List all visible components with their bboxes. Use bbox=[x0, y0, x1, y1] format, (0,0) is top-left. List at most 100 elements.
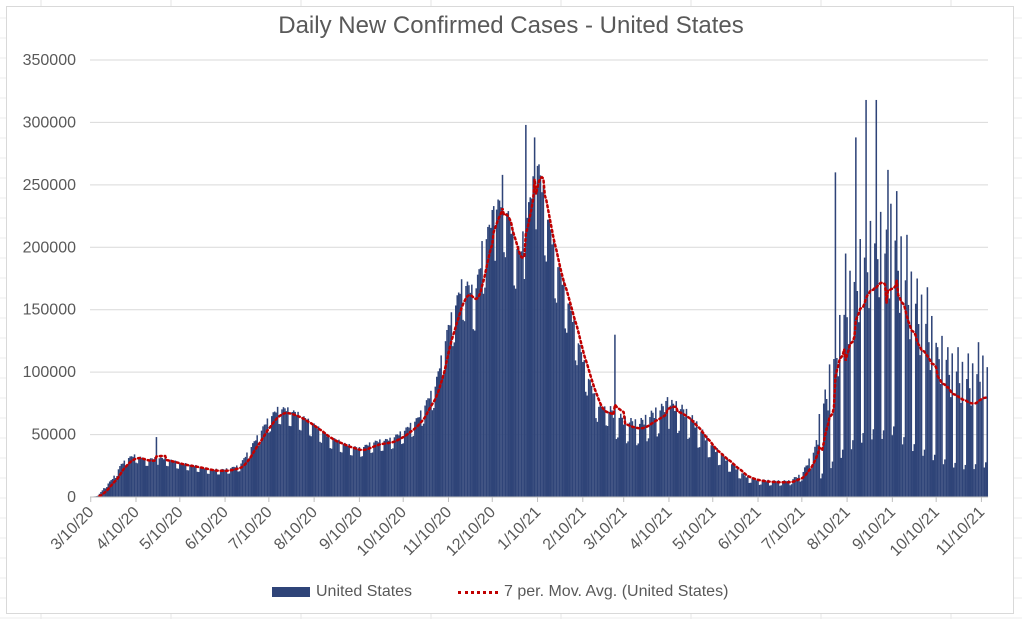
bar-daily-cases bbox=[168, 460, 171, 497]
bar-daily-cases bbox=[782, 481, 784, 497]
bar-daily-cases bbox=[885, 229, 888, 497]
bar-daily-cases bbox=[503, 252, 505, 497]
bar-daily-cases bbox=[417, 417, 419, 497]
bar-daily-cases bbox=[674, 411, 676, 497]
bar-daily-cases bbox=[430, 390, 432, 497]
bar-daily-cases bbox=[580, 352, 583, 497]
bar-daily-cases bbox=[754, 478, 756, 497]
bar-daily-cases bbox=[694, 427, 696, 497]
bar-daily-cases bbox=[295, 415, 298, 497]
bar-daily-cases bbox=[903, 437, 905, 497]
bar-daily-cases bbox=[393, 437, 396, 497]
bar-daily-cases bbox=[374, 440, 377, 497]
bar-daily-cases bbox=[196, 471, 199, 497]
bar-daily-cases bbox=[660, 403, 663, 497]
bar-daily-cases bbox=[116, 476, 118, 497]
bar-daily-cases bbox=[652, 412, 654, 497]
bar-daily-cases bbox=[679, 409, 682, 497]
bar-daily-cases bbox=[282, 407, 285, 497]
bar-daily-cases bbox=[700, 431, 702, 497]
bar-daily-cases bbox=[910, 271, 913, 497]
bar-daily-cases bbox=[519, 252, 521, 497]
bar-daily-cases bbox=[786, 482, 788, 497]
y-tick-label: 0 bbox=[67, 489, 76, 506]
bar-daily-cases bbox=[874, 243, 876, 497]
bar-daily-cases bbox=[460, 279, 463, 497]
bar-daily-cases bbox=[738, 478, 740, 497]
bar-daily-cases bbox=[827, 410, 829, 497]
bar-daily-cases bbox=[563, 279, 565, 497]
bar-daily-cases bbox=[624, 416, 626, 497]
bar-daily-cases bbox=[701, 429, 704, 497]
bar-daily-cases bbox=[878, 297, 880, 497]
bar-daily-cases bbox=[125, 466, 127, 497]
bar-daily-cases bbox=[211, 468, 213, 497]
bar-daily-cases bbox=[509, 219, 511, 497]
bar-daily-cases bbox=[488, 224, 491, 498]
bar-daily-cases bbox=[574, 360, 577, 497]
bar-daily-cases bbox=[733, 465, 736, 497]
bar-daily-cases bbox=[212, 469, 215, 497]
bar-daily-cases bbox=[932, 460, 935, 497]
bar-daily-cases bbox=[976, 374, 978, 497]
bar-daily-cases bbox=[173, 461, 175, 497]
bar-daily-cases bbox=[252, 443, 254, 497]
bar-daily-cases bbox=[157, 464, 159, 497]
bar-daily-cases bbox=[123, 460, 126, 497]
bar-daily-cases bbox=[879, 211, 882, 498]
bar-daily-cases bbox=[798, 474, 800, 497]
bar-daily-cases bbox=[936, 347, 939, 497]
bar-daily-cases bbox=[764, 480, 767, 497]
bar-daily-cases bbox=[386, 439, 388, 497]
bar-daily-cases bbox=[789, 485, 791, 497]
bar-daily-cases bbox=[603, 406, 606, 497]
bar-daily-cases bbox=[395, 434, 397, 497]
x-tick-label: 7/10/20 bbox=[226, 504, 276, 554]
bar-daily-cases bbox=[545, 261, 548, 497]
bar-daily-cases bbox=[860, 442, 863, 497]
bar-daily-cases bbox=[494, 260, 496, 497]
bar-daily-cases bbox=[592, 393, 594, 497]
bar-daily-cases bbox=[820, 478, 822, 497]
x-tick-label: 1/10/21 bbox=[495, 504, 545, 554]
bar-daily-cases bbox=[843, 314, 845, 497]
bar-daily-cases bbox=[676, 433, 679, 497]
bar-daily-cases bbox=[770, 485, 772, 497]
bar-daily-cases bbox=[723, 456, 726, 497]
y-tick-label: 150000 bbox=[23, 302, 76, 319]
bar-daily-cases bbox=[970, 405, 972, 497]
bar-daily-cases bbox=[773, 480, 775, 497]
bar-daily-cases bbox=[165, 465, 168, 497]
bar-daily-cases bbox=[821, 473, 824, 497]
bar-daily-cases bbox=[208, 473, 210, 497]
bar-daily-cases bbox=[339, 451, 342, 497]
y-tick-label: 200000 bbox=[23, 239, 76, 256]
bar-daily-cases bbox=[657, 433, 660, 497]
bar-daily-cases bbox=[284, 408, 286, 497]
bar-daily-cases bbox=[158, 458, 161, 497]
bar-daily-cases bbox=[472, 329, 475, 497]
bar-daily-cases bbox=[710, 445, 713, 497]
bar-daily-cases bbox=[909, 339, 911, 497]
bar-daily-cases bbox=[713, 447, 715, 497]
bar-daily-cases bbox=[222, 469, 225, 497]
bar-daily-cases bbox=[192, 464, 194, 497]
bar-daily-cases bbox=[535, 229, 537, 497]
bar-daily-cases bbox=[266, 418, 269, 497]
bar-daily-cases bbox=[294, 411, 296, 497]
bar-daily-cases bbox=[421, 425, 423, 497]
bar-daily-cases bbox=[142, 459, 145, 497]
bar-daily-cases bbox=[370, 452, 372, 497]
bar-daily-cases bbox=[541, 192, 543, 497]
bar-daily-cases bbox=[383, 440, 385, 497]
bar-daily-cases bbox=[859, 239, 861, 497]
bar-daily-cases bbox=[322, 432, 324, 497]
bar-daily-cases bbox=[325, 433, 327, 497]
bar-daily-cases bbox=[221, 468, 223, 497]
bar-daily-cases bbox=[757, 478, 759, 497]
bar-daily-cases bbox=[912, 451, 914, 497]
bar-daily-cases bbox=[376, 440, 378, 497]
bar-daily-cases bbox=[396, 434, 399, 497]
bar-daily-cases bbox=[758, 484, 761, 497]
bar-daily-cases bbox=[155, 437, 158, 497]
